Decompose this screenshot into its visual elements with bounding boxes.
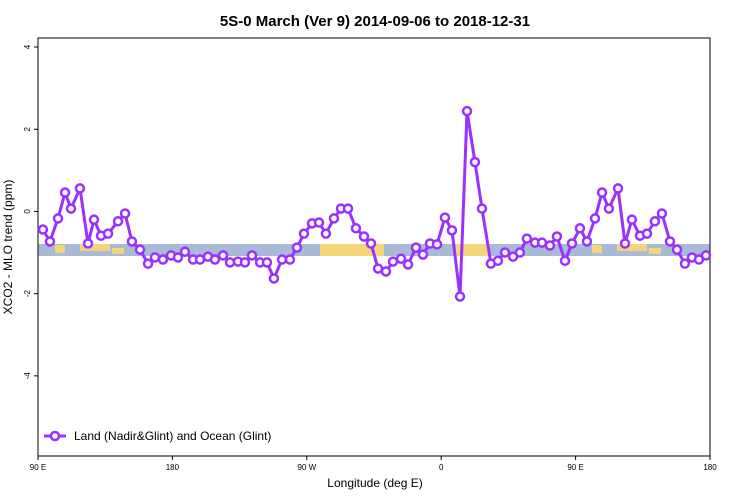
y-tick-label: -2 — [23, 290, 32, 298]
data-point — [112, 216, 124, 227]
plot-frame — [37, 37, 711, 457]
data-point — [284, 254, 296, 265]
data-point — [417, 249, 429, 260]
data-point — [521, 233, 533, 244]
data-point — [619, 238, 631, 249]
data-point — [126, 236, 138, 247]
data-point — [679, 258, 691, 269]
data-point — [410, 242, 422, 253]
data-point — [246, 250, 258, 261]
data-point — [454, 291, 466, 302]
data-point — [65, 203, 77, 214]
legend-label: Land (Nadir&Glint) and Ocean (Glint) — [74, 429, 271, 443]
data-point — [172, 252, 184, 263]
data-point — [499, 247, 511, 258]
x-axis-label: Longitude (deg E) — [327, 476, 422, 490]
data-point — [551, 231, 563, 242]
y-axis-label: XCO2 - MLO trend (ppm) — [1, 180, 15, 315]
data-point — [102, 228, 114, 239]
data-point — [298, 228, 310, 239]
data-point — [656, 208, 668, 219]
y-tick-label: 2 — [23, 126, 32, 131]
x-tick-label: 0 — [439, 463, 444, 472]
data-point — [612, 183, 624, 194]
data-point — [664, 236, 676, 247]
data-point — [603, 203, 615, 214]
data-point — [320, 228, 332, 239]
data-point — [589, 213, 601, 224]
data-point — [52, 213, 64, 224]
data-point — [134, 244, 146, 255]
data-point — [209, 254, 221, 265]
y-tick-label: 0 — [23, 209, 32, 214]
data-point — [402, 259, 414, 270]
data-point — [291, 242, 303, 253]
data-point — [514, 247, 526, 258]
data-point — [59, 187, 71, 198]
data-point — [431, 239, 443, 250]
data-point — [649, 216, 661, 227]
data-point — [88, 214, 100, 225]
data-point — [476, 203, 488, 214]
x-tick-label: 90 W — [297, 463, 316, 472]
data-point — [380, 266, 392, 277]
data-point — [313, 217, 325, 228]
data-point — [581, 236, 593, 247]
data-point — [142, 258, 154, 269]
data-point — [37, 224, 49, 235]
data-point — [469, 156, 481, 168]
data-point — [446, 225, 458, 236]
data-point — [387, 256, 399, 267]
data-point — [492, 255, 504, 267]
data-point — [574, 223, 586, 234]
data-point — [261, 257, 273, 268]
data-point — [239, 257, 251, 268]
x-tick-label: 90 E — [567, 463, 583, 472]
data-point — [566, 238, 578, 249]
data-point — [268, 273, 280, 284]
x-tick-label: 90 E — [30, 463, 46, 472]
data-point — [328, 213, 340, 224]
data-point — [358, 231, 370, 242]
data-point — [544, 240, 556, 251]
data-point — [217, 250, 229, 261]
chart-title: 5S-0 March (Ver 9) 2014-09-06 to 2018-12… — [220, 13, 530, 30]
data-point — [461, 105, 473, 117]
data-point — [395, 253, 407, 264]
data-point — [350, 223, 362, 234]
data-point — [559, 255, 571, 267]
data-point — [700, 250, 712, 261]
data-point — [74, 183, 86, 194]
data-point — [596, 187, 608, 198]
y-tick-label: -4 — [23, 372, 32, 380]
data-point — [439, 212, 451, 223]
data-point — [119, 208, 131, 219]
x-tick-label: 180 — [703, 463, 717, 472]
data-point — [671, 244, 683, 255]
data-point — [82, 238, 94, 249]
data-point — [365, 238, 377, 249]
legend-marker — [49, 430, 61, 442]
data-point — [44, 236, 56, 247]
data-point — [342, 203, 354, 214]
data-point — [149, 252, 161, 263]
y-tick-label: 4 — [23, 44, 32, 49]
data-point — [626, 214, 638, 225]
data-point — [157, 254, 169, 265]
data-point — [641, 228, 653, 239]
x-tick-label: 180 — [166, 463, 180, 472]
data-point — [179, 246, 191, 257]
